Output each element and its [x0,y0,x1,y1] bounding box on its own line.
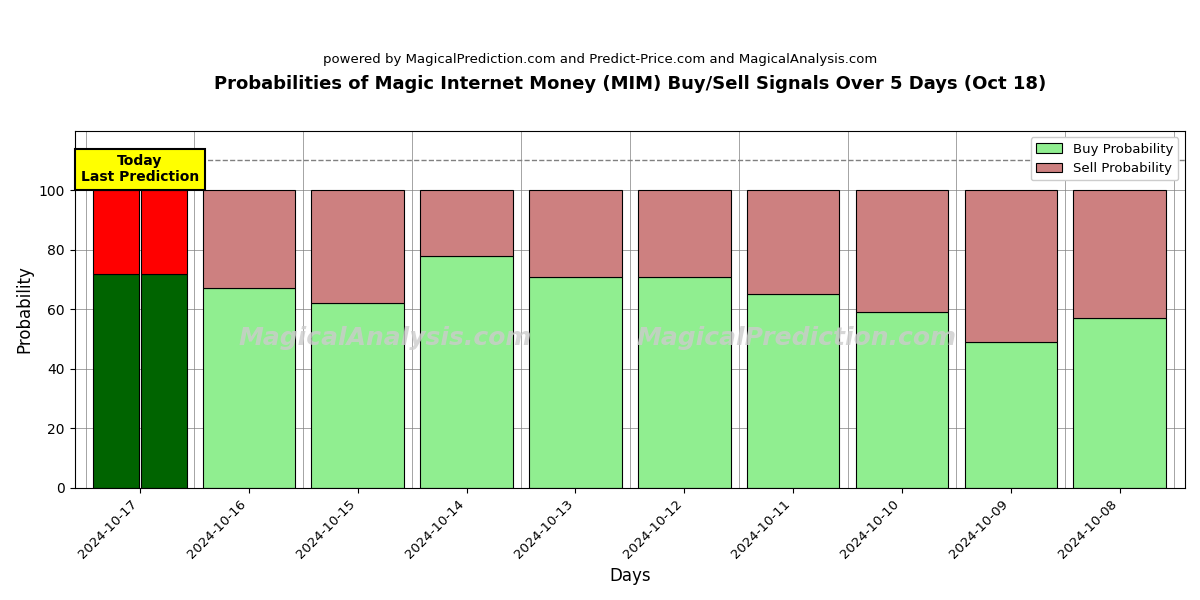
Bar [746,295,839,488]
Bar [312,304,404,488]
Bar [965,190,1057,342]
Bar [746,190,839,295]
Bar [529,190,622,277]
Bar [94,190,139,274]
Bar [965,342,1057,488]
Text: powered by MagicalPrediction.com and Predict-Price.com and MagicalAnalysis.com: powered by MagicalPrediction.com and Pre… [323,53,877,66]
Title: Probabilities of Magic Internet Money (MIM) Buy/Sell Signals Over 5 Days (Oct 18: Probabilities of Magic Internet Money (M… [214,75,1046,93]
Bar [312,190,404,304]
X-axis label: Days: Days [610,567,650,585]
Text: MagicalPrediction.com: MagicalPrediction.com [636,326,956,350]
Bar [142,274,187,488]
Bar [638,277,731,488]
Bar [856,313,948,488]
Bar [420,190,512,256]
Bar [94,274,139,488]
Y-axis label: Probability: Probability [16,265,34,353]
Bar [1074,318,1166,488]
Bar [1074,190,1166,318]
Text: MagicalAnalysis.com: MagicalAnalysis.com [239,326,533,350]
Bar [203,190,295,289]
Bar [420,256,512,488]
Bar [529,277,622,488]
Bar [638,190,731,277]
Bar [203,289,295,488]
Bar [856,190,948,313]
Bar [142,190,187,274]
Legend: Buy Probability, Sell Probability: Buy Probability, Sell Probability [1031,137,1178,181]
Text: Today
Last Prediction: Today Last Prediction [80,154,199,184]
